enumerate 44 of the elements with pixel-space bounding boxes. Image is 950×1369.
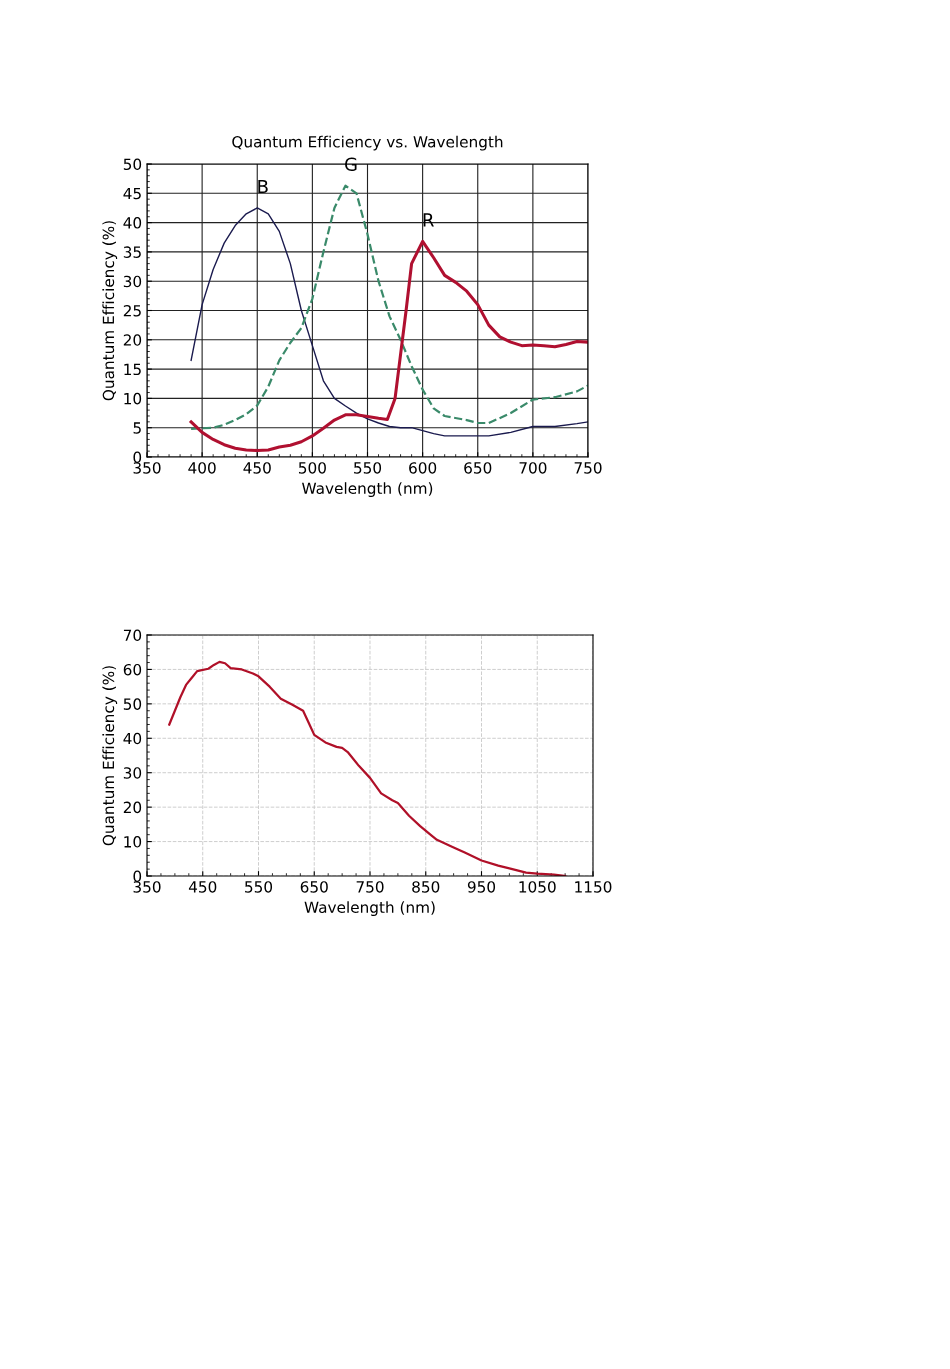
chart-title: Quantum Efficiency vs. Wavelength <box>232 135 503 151</box>
y-axis-title: Quantum Efficiency (%) <box>102 666 118 846</box>
x-tick-label: 950 <box>467 881 496 893</box>
y-tick-label: 25 <box>123 304 141 317</box>
y-tick-label: 70 <box>123 629 142 642</box>
y-tick-label: 0 <box>133 451 142 464</box>
x-tick-label: 400 <box>188 462 216 474</box>
series-label: B <box>258 179 268 194</box>
line-series <box>189 239 588 453</box>
x-tick-label: 750 <box>356 881 384 893</box>
y-tick-label: 20 <box>123 801 142 814</box>
x-axis-title: Wavelength (nm) <box>302 482 433 497</box>
y-tick-label: 50 <box>123 698 142 710</box>
y-tick-label: 35 <box>123 246 141 258</box>
y-tick-label: 20 <box>123 334 142 346</box>
x-tick-label: 650 <box>300 881 328 893</box>
y-tick-label: 15 <box>124 363 141 376</box>
y-tick-label: 10 <box>124 836 142 848</box>
y-tick-label: 45 <box>123 187 141 200</box>
x-tick-label: 1050 <box>519 881 556 893</box>
x-tick-label: 550 <box>354 462 382 474</box>
x-tick-label: 700 <box>519 462 547 474</box>
x-tick-label: 600 <box>409 462 437 474</box>
y-tick-label: 30 <box>123 767 142 779</box>
y-tick-label: 40 <box>123 217 142 229</box>
x-tick-label: 350 <box>133 462 161 474</box>
x-tick-label: 450 <box>243 462 271 474</box>
x-tick-label: 1150 <box>575 881 612 893</box>
x-tick-label: 750 <box>574 462 602 474</box>
y-tick-label: 5 <box>133 422 141 434</box>
x-tick-label: 850 <box>412 881 440 893</box>
y-tick-label: 30 <box>123 275 142 288</box>
y-tick-label: 10 <box>124 392 142 405</box>
x-tick-label: 450 <box>188 881 217 893</box>
x-tick-label: 550 <box>245 881 273 893</box>
x-tick-label: 500 <box>298 462 326 474</box>
x-tick-label: 350 <box>133 881 161 893</box>
y-tick-label: 0 <box>133 870 142 883</box>
y-tick-label: 50 <box>123 158 142 171</box>
x-axis-title: Wavelength (nm) <box>304 901 435 916</box>
y-tick-label: 60 <box>123 663 142 676</box>
x-tick-label: 650 <box>464 462 492 474</box>
y-tick-label: 40 <box>123 732 142 745</box>
y-axis-title: Quantum Efficiency (%) <box>102 221 118 401</box>
